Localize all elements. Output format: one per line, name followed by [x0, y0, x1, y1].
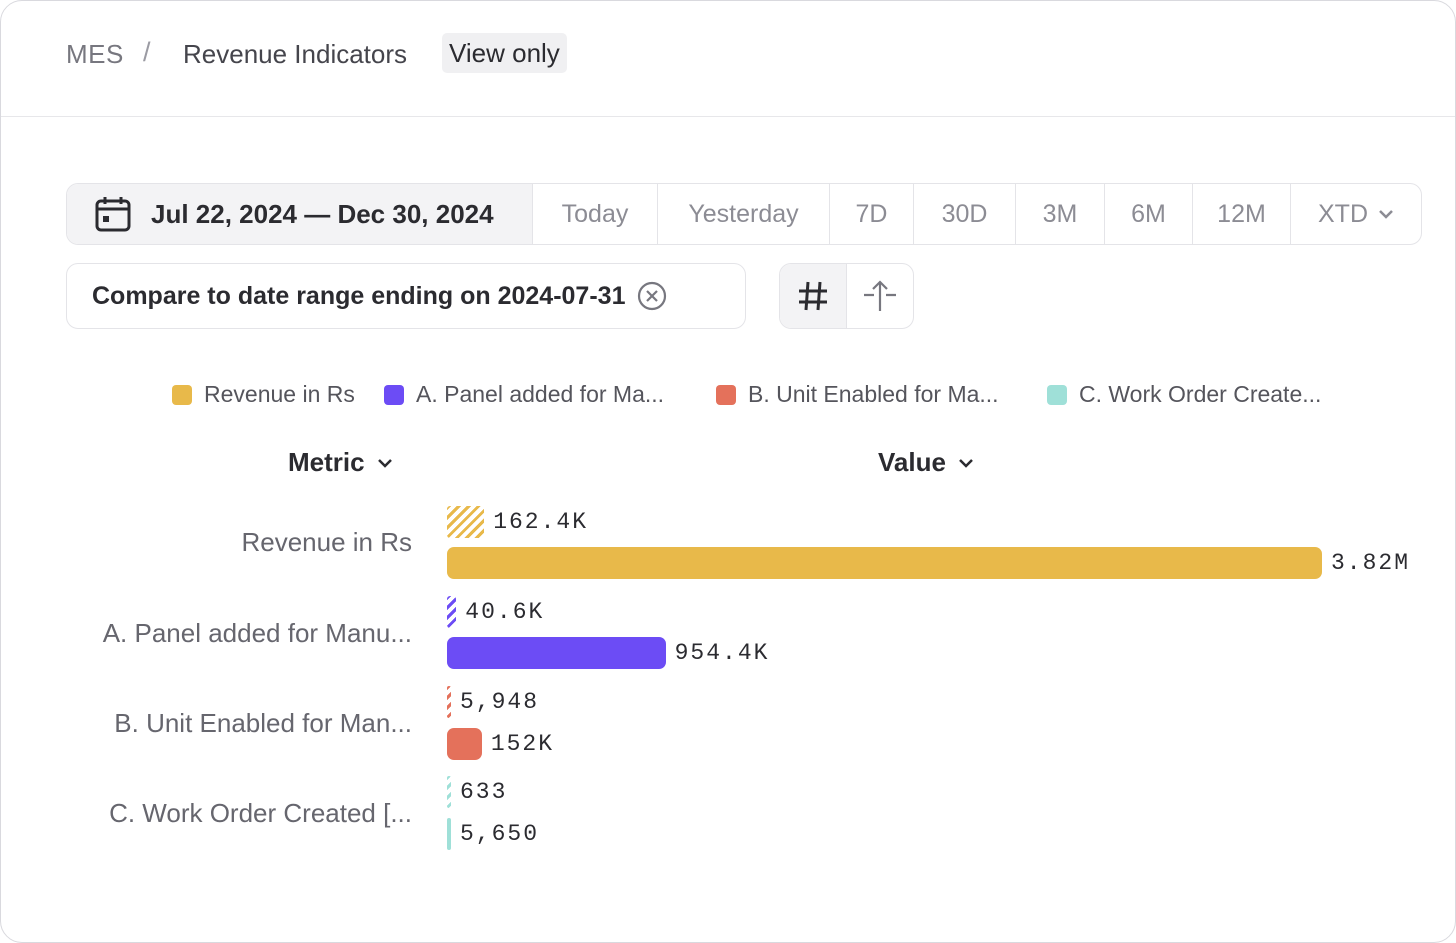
hash-icon: [799, 281, 827, 311]
comparison-bar[interactable]: [447, 596, 457, 628]
value-column-header[interactable]: Value: [878, 447, 974, 478]
value-bar[interactable]: [447, 637, 666, 669]
comparison-bar[interactable]: [447, 686, 451, 718]
legend-item-unit-enabled[interactable]: B. Unit Enabled for Ma...: [716, 381, 999, 408]
legend-label: B. Unit Enabled for Ma...: [748, 381, 999, 407]
preset-12m[interactable]: 12M: [1193, 184, 1291, 244]
value-label: 152K: [490, 731, 555, 757]
metric-label: A. Panel added for Manu...: [102, 618, 412, 648]
legend-swatch: [384, 384, 404, 405]
preset-label: Today: [561, 199, 629, 228]
chevron-down-icon: [959, 458, 973, 468]
preset-label: XTD: [1318, 199, 1368, 228]
relative-change-button[interactable]: [847, 264, 913, 328]
comparison-value-label: 162.4K: [493, 509, 589, 535]
preset-label: Yesterday: [688, 199, 799, 228]
value-label: 954.4K: [674, 640, 770, 666]
page-title: Revenue Indicators: [183, 39, 408, 69]
date-range-bar: Jul 22, 2024 — Dec 30, 2024 Today Yester…: [66, 183, 1422, 245]
compare-label: Compare to date range ending on 2024-07-…: [92, 281, 626, 310]
absolute-number-button[interactable]: [780, 264, 847, 328]
legend-swatch: [1047, 384, 1067, 405]
metric-label: Revenue in Rs: [241, 527, 412, 557]
column-label: Metric: [288, 447, 365, 477]
value-bar[interactable]: [447, 728, 482, 760]
legend-label: C. Work Order Create...: [1079, 381, 1322, 407]
comparison-bar[interactable]: [447, 776, 451, 808]
legend-item-work-order[interactable]: C. Work Order Create...: [1047, 381, 1321, 408]
compare-date-range-chip[interactable]: Compare to date range ending on 2024-07-…: [66, 263, 746, 329]
preset-label: 12M: [1217, 199, 1266, 228]
page-header: MES / Revenue Indicators View only: [1, 1, 1455, 117]
view-only-badge: View only: [442, 33, 567, 73]
legend-item-revenue[interactable]: Revenue in Rs: [172, 381, 355, 408]
chevron-down-icon: [377, 458, 392, 468]
preset-7d[interactable]: 7D: [830, 184, 914, 244]
clear-circle-icon[interactable]: [636, 280, 668, 312]
preset-label: 6M: [1131, 199, 1166, 228]
preset-xtd-dropdown[interactable]: XTD: [1291, 184, 1421, 244]
date-range-picker[interactable]: Jul 22, 2024 — Dec 30, 2024: [67, 184, 533, 244]
preset-today[interactable]: Today: [533, 184, 658, 244]
comparison-value-label: 40.6K: [465, 599, 545, 625]
value-label: 3.82M: [1331, 550, 1411, 576]
metric-label: B. Unit Enabled for Man...: [114, 708, 412, 738]
preset-30d[interactable]: 30D: [914, 184, 1016, 244]
compare-mode-toggle: [779, 263, 914, 329]
value-bar[interactable]: [447, 818, 451, 850]
column-label: Value: [878, 447, 946, 477]
arrow-up-change-icon: [864, 280, 896, 311]
value-label: 5,650: [460, 821, 540, 847]
metric-column-header[interactable]: Metric: [288, 447, 393, 478]
calendar-icon: [95, 197, 131, 232]
preset-label: 7D: [855, 199, 888, 228]
preset-yesterday[interactable]: Yesterday: [658, 184, 830, 244]
comparison-value-label: 5,948: [460, 689, 540, 715]
chevron-down-icon: [1379, 210, 1393, 219]
preset-3m[interactable]: 3M: [1016, 184, 1105, 244]
breadcrumb-separator: /: [143, 37, 151, 67]
date-range-label: Jul 22, 2024 — Dec 30, 2024: [151, 198, 494, 229]
breadcrumb-root[interactable]: MES: [66, 39, 124, 69]
metric-label: C. Work Order Created [...: [109, 798, 412, 828]
legend-label: Revenue in Rs: [204, 381, 355, 407]
legend-item-panel-added[interactable]: A. Panel added for Ma...: [384, 381, 664, 408]
legend-swatch: [172, 384, 192, 405]
preset-label: 30D: [941, 199, 988, 228]
preset-label: 3M: [1042, 199, 1078, 228]
legend-swatch: [716, 384, 736, 405]
comparison-value-label: 633: [460, 779, 508, 805]
legend-label: A. Panel added for Ma...: [416, 381, 665, 407]
preset-6m[interactable]: 6M: [1105, 184, 1193, 244]
value-bar[interactable]: [447, 547, 1322, 579]
comparison-bar[interactable]: [447, 506, 485, 538]
